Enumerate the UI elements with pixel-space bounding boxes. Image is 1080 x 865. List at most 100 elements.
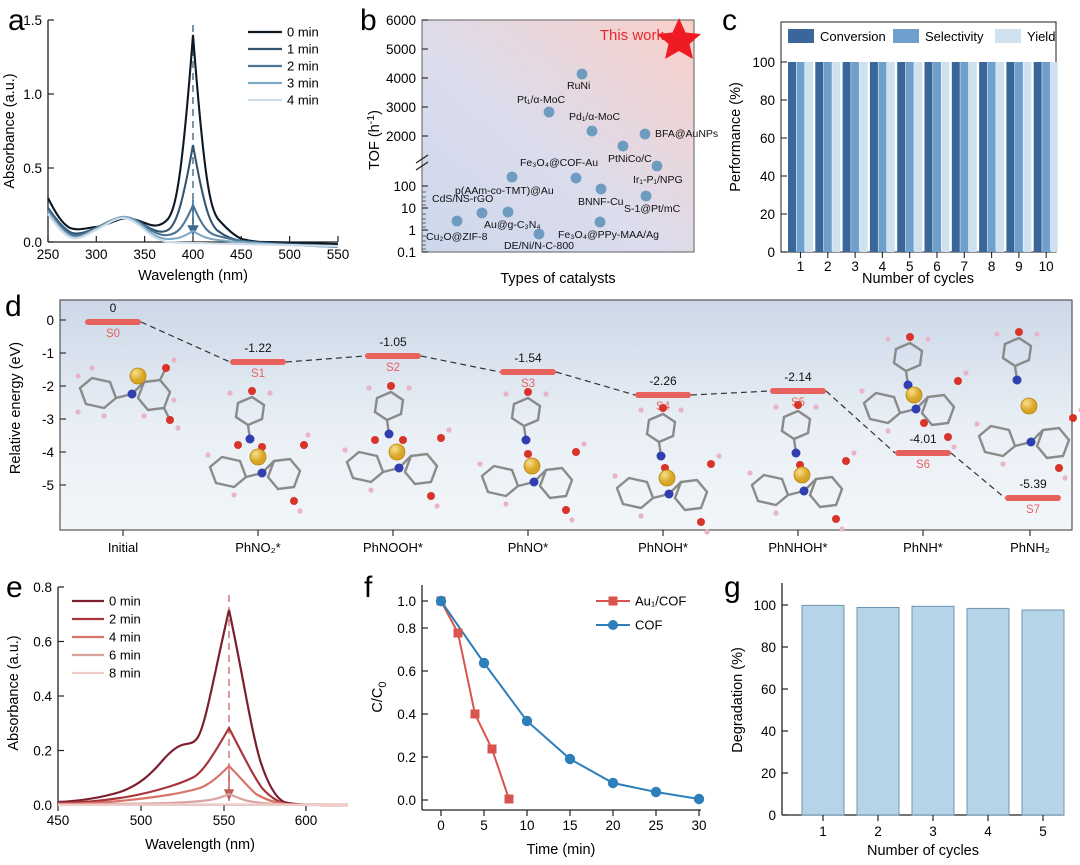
panel-f-label: f <box>364 571 373 604</box>
atom-O <box>162 364 170 372</box>
panel-c-xlabel: Number of cycles <box>862 271 974 287</box>
panel-a-xticks <box>47 236 339 242</box>
panel-e-curve-8min <box>57 803 349 807</box>
panel-g-label: g <box>724 571 741 604</box>
molecule-S6 <box>859 333 969 450</box>
panel-g: g 0 20 40 60 80 100 Degradation (%) Numb… <box>716 565 1080 865</box>
point-Au@g-C3N4 <box>502 206 514 218</box>
panel-d-energy-1: -1.22 <box>244 341 272 355</box>
point-S-1@Pt-mC <box>640 190 652 202</box>
panel-d-state-2: S2 <box>386 362 400 374</box>
bar-cycle-2 <box>856 607 900 816</box>
panel-b-point-label-12: Pd₁/α-MoC <box>569 111 620 123</box>
panel-c-ytick-4: 80 <box>760 93 775 108</box>
point-Pd1-a-MoC <box>586 125 598 137</box>
panel-f-xtick-6: 30 <box>691 818 706 833</box>
panel-b-point-label-5: Fe₃O₄@COF-Au <box>520 157 598 169</box>
panel-e-curve-4min <box>57 764 349 807</box>
panel-e-label: e <box>6 571 23 604</box>
panel-b-chart: 6000 5000 4000 3000 2000 100 10 1 0.1 TO… <box>365 13 718 287</box>
panel-e-xtick-2: 550 <box>213 813 236 828</box>
atom-N <box>127 389 137 399</box>
panel-a-legend-label-0: 0 min <box>287 25 319 40</box>
panel-b-point-label-13: Pt₁/α-MoC <box>517 94 566 106</box>
panel-a-xtick-3: 400 <box>182 247 205 262</box>
panel-b-ytick-8: 0.1 <box>397 245 416 260</box>
point-CdS-NS-rGO <box>476 207 488 219</box>
bar-group-2 <box>815 62 841 252</box>
panel-a-chart: 250 300 350 400 450 500 550 0.0 0.5 1.0 … <box>2 13 349 284</box>
panel-f-xlabel: Time (min) <box>527 842 596 858</box>
molecule-structures <box>75 328 1080 535</box>
panel-b-ytick-1: 5000 <box>386 42 416 57</box>
level-S7 <box>1005 495 1061 501</box>
panel-c-xtick-2: 3 <box>851 259 859 274</box>
panel-f-ytick-4: 0.8 <box>397 621 416 636</box>
panel-f-legend: Au₁/COF COF <box>596 594 686 633</box>
panel-a-ytick-2: 1.0 <box>23 87 42 102</box>
bar-group-10 <box>1033 62 1058 252</box>
panel-f-yticks <box>422 600 428 801</box>
panel-f-ytick-0: 0.0 <box>397 793 416 808</box>
panel-f-xtick-2: 10 <box>519 818 534 833</box>
panel-a-legend: 0 min 1 min 2 min 3 min 4 min <box>248 25 319 108</box>
panel-a-curves <box>47 34 339 249</box>
panel-f-xtick-5: 25 <box>648 818 663 833</box>
panel-g-ylabel: Degradation (%) <box>730 647 746 753</box>
panel-d-state-7: S7 <box>1026 504 1040 516</box>
panel-e-xtick-1: 500 <box>130 813 153 828</box>
panel-c-label: c <box>722 4 737 37</box>
panel-g-xticks <box>822 815 1044 821</box>
panel-g-ytick-0: 0 <box>768 808 776 823</box>
panel-b-minor-ticks <box>422 191 426 250</box>
panel-b-point-label-11: BFA@AuNPs <box>655 128 718 140</box>
panel-f-line-Au1COF <box>440 600 510 800</box>
point-Cu2O@ZIF-8 <box>451 215 463 227</box>
panel-d-energy-4: -2.26 <box>649 374 677 388</box>
panel-a-ytick-0: 0.0 <box>23 235 42 250</box>
panel-b-point-label-0: Cu₂O@ZIF-8 <box>426 231 488 243</box>
panel-d-chart: 0 -1 -2 -3 -4 -5 Relative energy (eV) <box>8 299 1080 555</box>
panel-b-ytick-6: 10 <box>401 201 416 216</box>
panel-a-curve-4min <box>47 213 339 248</box>
panel-e-xtick-3: 600 <box>295 813 318 828</box>
panel-b-yticks <box>422 19 428 253</box>
panel-b-ytick-3: 3000 <box>386 100 416 115</box>
panel-e-curve-2min <box>57 725 349 807</box>
panel-g-ytick-3: 60 <box>761 682 776 697</box>
panel-d-ytick-2: -2 <box>42 379 54 394</box>
bar-cycle-4 <box>966 607 1010 816</box>
panel-d-xlabel-7: PhNH₂ <box>1010 540 1050 555</box>
panel-d-connectors <box>140 321 1006 499</box>
molecule-S3 <box>477 388 587 523</box>
point-DE-Ni-N-C-800 <box>533 228 545 240</box>
molecule-S4 <box>612 404 722 535</box>
panel-c-ytick-3: 60 <box>760 131 775 146</box>
panel-g-xtick-1: 2 <box>874 824 882 839</box>
panel-d-plot-bg <box>59 299 1073 531</box>
panel-c-ytick-1: 20 <box>760 207 775 222</box>
molecule-S5 <box>747 401 857 532</box>
panel-a-xlabel: Wavelength (nm) <box>138 268 248 284</box>
panel-b-point-label-2: Au@g-C₃N₄ <box>484 219 541 231</box>
panel-d-xlabel-4: PhNOH* <box>638 540 688 555</box>
point-pAAm-co-TMT@Au <box>506 171 518 183</box>
panel-e-ytick-2: 0.4 <box>33 689 52 704</box>
bar-group-9 <box>1006 62 1032 252</box>
panel-a-ylabel: Absorbance (a.u.) <box>2 73 18 188</box>
panel-e-legend: 0 min 2 min 4 min 6 min 8 min <box>72 594 141 681</box>
panel-f: f 0.0 0.2 0.4 0.6 0.8 1.0 0 5 10 15 20 2… <box>356 565 716 865</box>
panel-f-xtick-1: 5 <box>480 818 488 833</box>
panel-e-ytick-0: 0.0 <box>33 798 52 813</box>
panel-e: e 0.0 0.2 0.4 0.6 0.8 450 500 550 600 Wa… <box>0 565 360 865</box>
panel-g-xtick-0: 1 <box>819 824 827 839</box>
point-Fe3O4@PPy-MAA-Ag <box>594 216 606 228</box>
panel-d-xlabel-5: PhNHOH* <box>768 540 827 555</box>
panel-d-ytick-0: 0 <box>46 313 54 328</box>
panel-c-xtick-9: 10 <box>1039 259 1054 274</box>
panel-b-point-label-10: PtNiCo/C <box>608 153 652 165</box>
panel-e-curves <box>57 609 349 807</box>
panel-g-yticks <box>782 604 788 816</box>
panel-c-ytick-0: 0 <box>767 245 775 260</box>
panel-e-xlabel: Wavelength (nm) <box>145 837 255 853</box>
